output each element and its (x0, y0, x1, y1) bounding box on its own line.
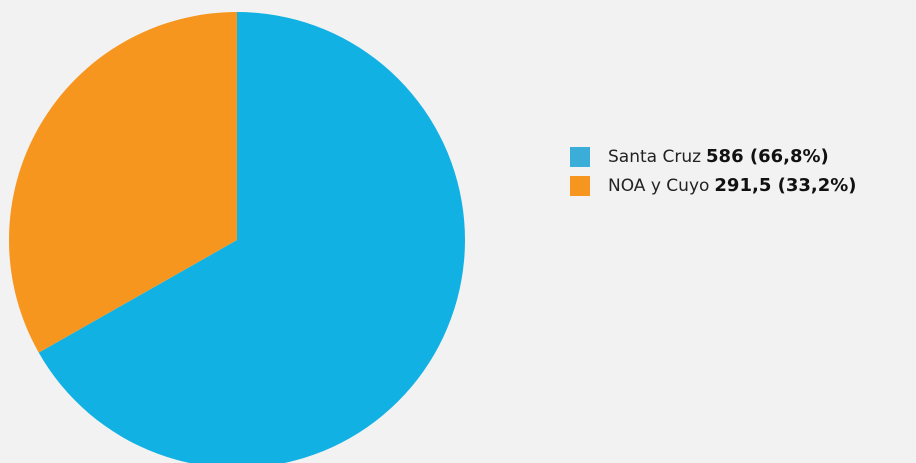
legend-value-santa-cruz: 586 (66,8%) (706, 146, 829, 167)
pie-chart (8, 12, 465, 463)
legend-label-noa-y-cuyo: NOA y Cuyo (608, 175, 710, 196)
pie-slice-noa-y-cuyo (8, 12, 238, 353)
legend-item-santa-cruz: Santa Cruz 586 (66,8%) (570, 143, 910, 170)
legend-label-santa-cruz: Santa Cruz (608, 146, 702, 167)
pie-slice-santa-cruz (38, 12, 465, 463)
legend: Santa Cruz 586 (66,8%) NOA y Cuyo 291,5 … (570, 143, 910, 201)
legend-item-noa-y-cuyo: NOA y Cuyo 291,5 (33,2%) (570, 172, 910, 199)
legend-value-noa-y-cuyo: 291,5 (33,2%) (714, 175, 857, 196)
legend-swatch-noa-y-cuyo (570, 175, 590, 196)
legend-swatch-santa-cruz (570, 146, 590, 167)
